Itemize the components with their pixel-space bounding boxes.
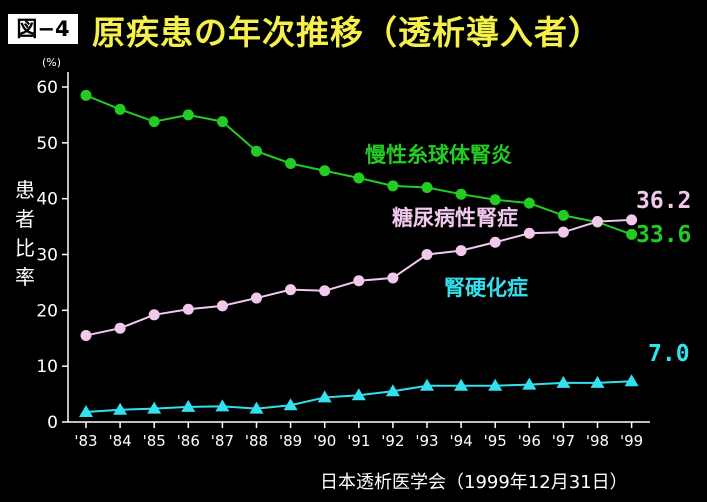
x-tick-label: '84 xyxy=(108,432,131,450)
x-tick-label: '98 xyxy=(586,432,609,450)
data-point xyxy=(522,377,537,390)
y-tick-label: 10 xyxy=(36,357,58,377)
data-point xyxy=(351,388,366,401)
data-point xyxy=(387,180,399,192)
x-tick-label: '89 xyxy=(279,432,302,450)
series-name-label: 腎硬化症 xyxy=(444,276,528,300)
y-tick-label: 60 xyxy=(36,78,58,98)
x-tick-label: '91 xyxy=(347,432,370,450)
y-tick-label: 50 xyxy=(36,134,58,154)
data-point xyxy=(626,228,638,240)
x-tick-label: '86 xyxy=(177,432,200,450)
data-point xyxy=(148,309,160,321)
data-point xyxy=(215,399,230,412)
source-note: 日本透析医学会（1999年12月31日） xyxy=(320,472,628,493)
chart-title: 原疾患の年次推移（透析導入者） xyxy=(92,13,602,52)
figure-label: 図−4 xyxy=(8,14,78,44)
end-value-label: 33.6 xyxy=(636,222,691,248)
data-point xyxy=(590,375,605,388)
x-tick-label: '95 xyxy=(484,432,507,450)
data-point xyxy=(80,89,92,101)
data-point xyxy=(523,197,535,209)
data-point xyxy=(421,182,433,193)
data-point xyxy=(216,116,228,128)
data-point xyxy=(353,172,365,184)
data-point xyxy=(114,322,126,334)
y-tick-label: 0 xyxy=(47,413,58,433)
data-point xyxy=(454,378,469,391)
data-point xyxy=(216,300,228,312)
data-point xyxy=(251,145,262,157)
data-point xyxy=(387,272,399,284)
series-line xyxy=(85,94,632,236)
data-point xyxy=(624,374,639,387)
data-point xyxy=(556,375,571,388)
data-point xyxy=(420,378,434,391)
x-tick-label: '90 xyxy=(313,432,336,450)
x-tick-label: '88 xyxy=(245,432,268,450)
x-tick-label: '83 xyxy=(74,432,97,450)
end-value-label: 36.2 xyxy=(636,188,691,214)
data-point xyxy=(489,194,501,206)
data-point xyxy=(147,401,162,414)
data-point xyxy=(319,285,331,297)
data-point xyxy=(421,249,433,260)
data-point xyxy=(557,209,569,221)
data-point xyxy=(488,378,503,391)
data-point xyxy=(489,236,501,248)
y-unit-label: (%) xyxy=(42,56,61,69)
y-tick-label: 40 xyxy=(36,190,58,210)
data-point xyxy=(148,116,160,128)
data-point xyxy=(182,109,194,121)
data-point xyxy=(182,303,194,315)
data-point xyxy=(249,401,264,414)
data-point xyxy=(385,384,400,397)
data-point xyxy=(80,329,92,341)
x-tick-label: '96 xyxy=(518,432,541,450)
data-point xyxy=(114,103,126,115)
end-value-label: 7.0 xyxy=(648,341,690,367)
data-point xyxy=(353,275,365,287)
y-tick-label: 20 xyxy=(36,301,58,321)
data-point xyxy=(319,165,331,177)
data-point xyxy=(251,292,262,304)
y-axis-label: 患者比率 xyxy=(15,178,35,289)
data-point xyxy=(592,216,603,228)
series-name-label: 糖尿病性腎症 xyxy=(392,206,518,230)
data-point xyxy=(557,226,569,238)
x-tick-label: '85 xyxy=(143,432,166,450)
x-tick-label: '94 xyxy=(449,432,472,450)
data-point xyxy=(455,245,467,257)
data-point xyxy=(181,399,196,412)
data-point xyxy=(113,402,128,415)
y-tick-label: 30 xyxy=(36,246,58,266)
data-point xyxy=(283,398,298,411)
data-point xyxy=(79,404,93,417)
data-point xyxy=(626,214,638,226)
x-tick-label: '97 xyxy=(552,432,575,450)
data-point xyxy=(523,227,535,239)
x-tick-label: '87 xyxy=(211,432,234,450)
data-point xyxy=(317,390,332,403)
x-tick-label: '93 xyxy=(415,432,438,450)
data-point xyxy=(285,284,297,296)
x-tick-label: '92 xyxy=(381,432,404,450)
x-tick-label: '99 xyxy=(620,432,643,450)
data-point xyxy=(455,188,467,200)
data-point xyxy=(285,157,297,169)
series-name-label: 慢性糸球体腎炎 xyxy=(365,143,512,167)
